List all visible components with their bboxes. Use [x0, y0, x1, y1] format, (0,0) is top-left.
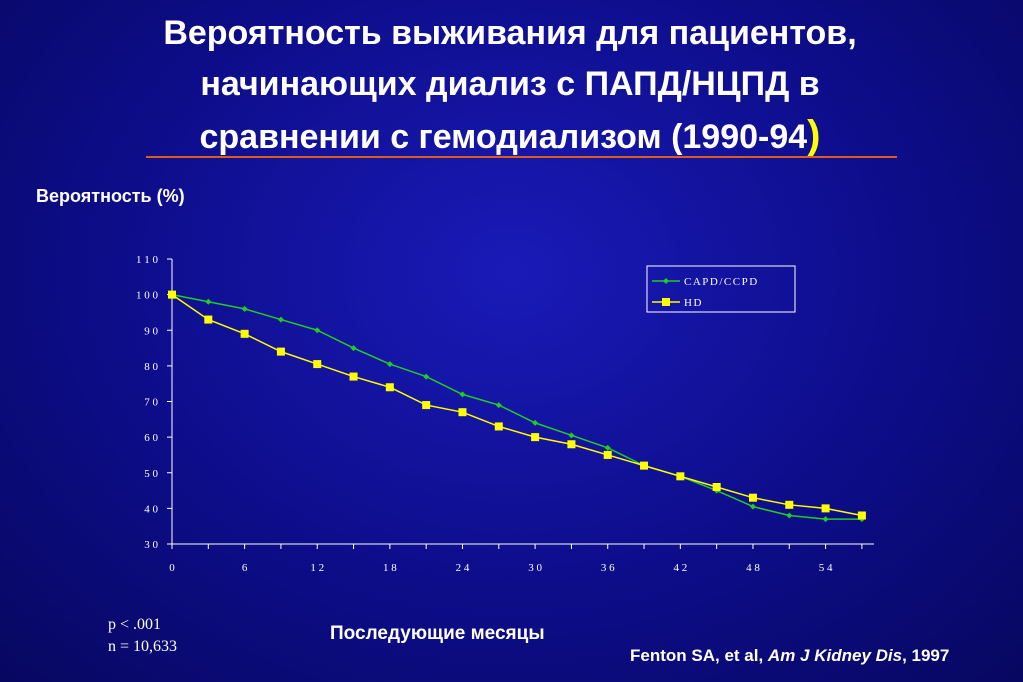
data-point [857, 511, 866, 520]
x-tick-label: 1 2 [310, 562, 324, 574]
p-value: p < .001 [108, 616, 162, 633]
x-tick-label: 2 4 [456, 562, 470, 574]
data-point [748, 493, 757, 502]
data-point [640, 461, 649, 470]
y-tick-label: 8 0 [144, 361, 158, 373]
data-point [531, 433, 540, 442]
x-tick-label: 4 2 [673, 562, 687, 574]
y-tick-label: 1 1 0 [136, 254, 159, 266]
series-capd-ccpd [169, 291, 865, 523]
data-point [532, 419, 539, 426]
citation-journal: Am J Kidney Dis [767, 646, 903, 665]
data-point [568, 432, 575, 439]
data-point [494, 422, 503, 431]
data-point [314, 327, 321, 334]
title-line-3-text: сравнении с гемодиализом (1990-94 [199, 118, 808, 156]
data-point [276, 347, 285, 356]
n-value: n = 10,633 [108, 638, 178, 655]
citation-authors: Fenton SA, et al, [630, 646, 764, 665]
x-tick-label: 0 [169, 562, 175, 574]
title-line-1: Вероятность выживания для пациентов, [163, 14, 857, 52]
data-point [786, 512, 793, 519]
data-point [785, 500, 794, 509]
legend-label: HD [684, 297, 703, 309]
y-tick-label: 4 0 [144, 503, 158, 515]
statistics-block: p < .001 n = 10,633 [108, 614, 177, 658]
data-point [821, 504, 830, 513]
slide-title: Вероятность выживания для пациентов, нач… [40, 8, 980, 163]
data-point [822, 516, 829, 523]
data-point [349, 372, 358, 381]
chart-axes: 3 0 4 0 5 0 6 0 7 0 8 0 9 0 1 0 0 1 1 0 0 6 1 2 1 8 2… [136, 254, 874, 574]
data-point [241, 305, 248, 312]
y-tick-label: 9 0 [144, 325, 158, 337]
x-tick-label: 3 6 [601, 562, 615, 574]
y-tick-label: 6 0 [144, 432, 158, 444]
chart-series [168, 290, 866, 523]
data-point [277, 316, 284, 323]
title-line-2: начинающих диализ с ПАПД/НЦПД в [200, 65, 820, 103]
series-line [171, 294, 863, 517]
title-closing-paren: ) [807, 113, 821, 157]
data-point [459, 391, 466, 398]
data-point [604, 444, 611, 451]
y-tick-label: 7 0 [144, 397, 158, 409]
y-tick-label: 5 0 [144, 468, 158, 480]
data-point [386, 361, 393, 368]
data-point [422, 401, 431, 410]
citation: Fenton SA, et al, Am J Kidney Dis, 1997 [630, 644, 990, 667]
data-point [567, 440, 576, 449]
data-point [423, 373, 430, 380]
legend-label: CAPD/CCPD [684, 276, 759, 288]
x-tick-label: 1 8 [383, 562, 397, 574]
data-point [676, 472, 685, 481]
series-hd [168, 290, 866, 520]
legend-box [646, 265, 796, 313]
y-tick-label: 3 0 [144, 539, 158, 551]
data-point [712, 483, 721, 491]
data-point [168, 290, 176, 299]
data-point [458, 408, 467, 417]
x-tick-label: 3 0 [528, 562, 542, 574]
title-line-3: сравнении с гемодиализом (1990-94) [40, 110, 980, 163]
y-axis-title: Вероятность (%) [36, 186, 185, 206]
data-point [205, 298, 212, 305]
y-tick-label: 1 0 0 [136, 290, 159, 302]
citation-year: , 1997 [902, 646, 950, 665]
x-tick-label: 5 4 [819, 562, 833, 574]
x-tick-label: 4 8 [746, 562, 760, 574]
data-point [603, 450, 612, 459]
series-line [171, 293, 862, 520]
data-point [495, 402, 502, 409]
data-point [204, 315, 213, 324]
legend-swatch-marker [663, 278, 669, 284]
data-point [240, 329, 249, 338]
data-point [313, 360, 322, 369]
chart-legend: CAPD/CCPD HD [646, 265, 796, 313]
title-underline [146, 156, 897, 158]
legend-swatch-marker [662, 298, 670, 306]
data-point [749, 503, 756, 510]
x-axis-title: Последующие месяцы [330, 623, 545, 644]
data-point [350, 345, 357, 352]
data-point [385, 383, 394, 392]
x-tick-label: 6 [242, 562, 248, 574]
